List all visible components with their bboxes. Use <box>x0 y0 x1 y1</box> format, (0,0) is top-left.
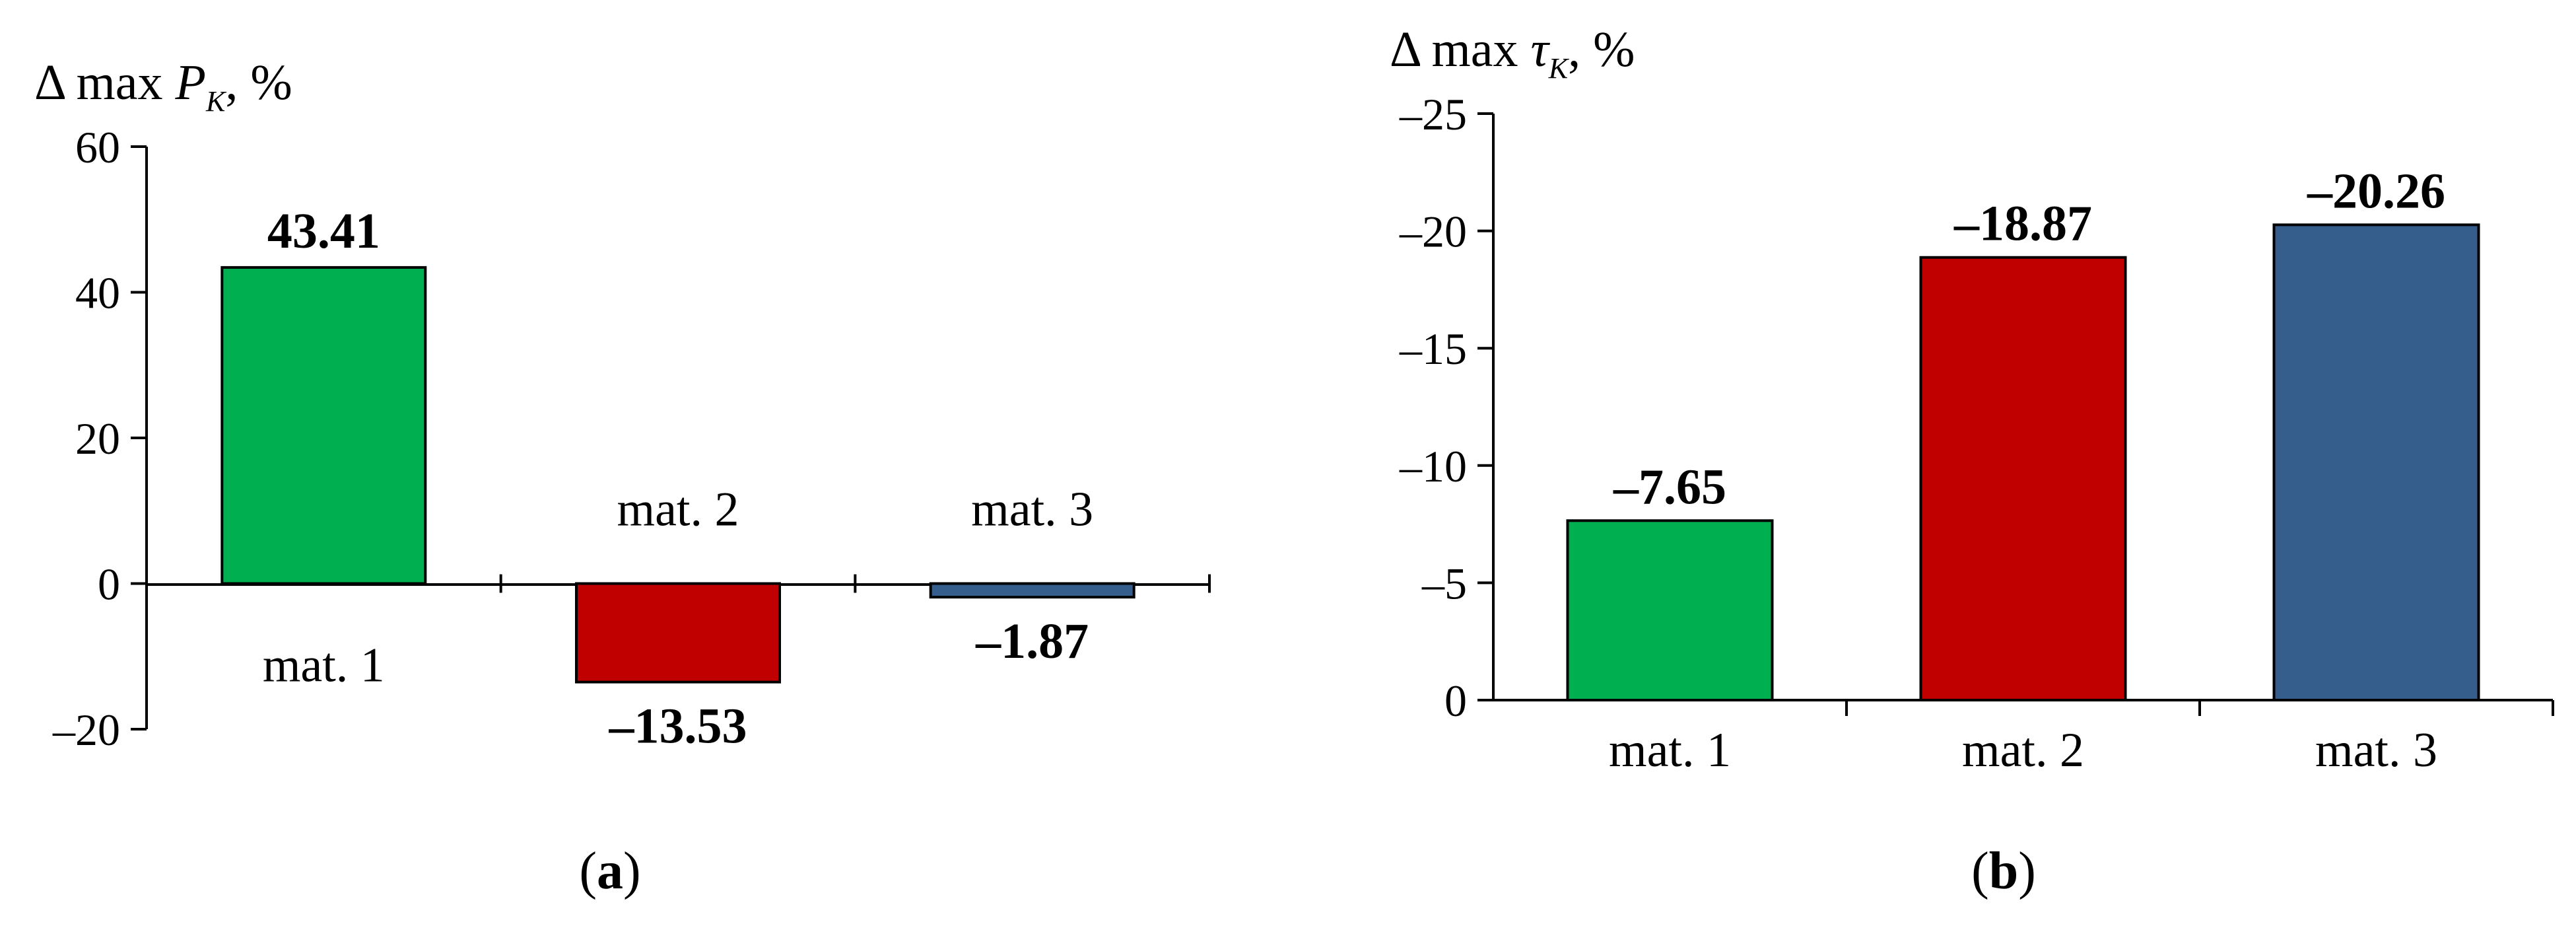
chart-a-y-tick-label: 40 <box>75 268 120 318</box>
chart-a-y-tick-label: 0 <box>98 559 120 610</box>
chart-b-y-tick-label: –5 <box>1421 558 1467 608</box>
chart-a-bar-mat2 <box>575 582 781 684</box>
chart-a-bar-mat1 <box>220 266 427 585</box>
chart-b-bar-mat3 <box>2272 223 2480 701</box>
chart-a-category-label-mat1: mat. 1 <box>263 639 385 693</box>
chart-a-y-tick-label: 60 <box>75 122 120 172</box>
chart-b-y-tick-label: –20 <box>1399 207 1467 257</box>
chart-a-y-ticks: 60 40 20 0 –20 <box>52 122 147 755</box>
chart-b-category-label-mat3: mat. 3 <box>2315 723 2437 777</box>
chart-a-value-label-mat3: –1.87 <box>975 614 1089 669</box>
chart-a-x-ticks <box>499 574 1211 593</box>
chart-a-y-tick-label: –20 <box>52 705 120 755</box>
chart-b-value-label-mat2: –18.87 <box>1953 196 2092 252</box>
chart-b-category-label-mat2: mat. 2 <box>1962 723 2084 777</box>
chart-a-y-tick-label: 20 <box>75 413 120 464</box>
chart-a-bar-mat3 <box>929 582 1135 599</box>
chart-a-value-label-mat1: 43.41 <box>267 203 380 259</box>
chart-b-value-label-mat1: –7.65 <box>1613 459 1726 515</box>
chart-b-bar-mat2 <box>1919 256 2127 701</box>
chart-a-category-label-mat3: mat. 3 <box>971 483 1093 537</box>
chart-b-bar-mat1 <box>1566 519 1774 701</box>
chart-b-category-label-mat1: mat. 1 <box>1609 723 1731 777</box>
chart-a-ylabel: Δ max PK, % <box>34 55 292 118</box>
chart-a-value-label-mat2: –13.53 <box>609 699 747 754</box>
chart-b-value-label-mat3: –20.26 <box>2307 163 2445 219</box>
panel-label-a: (a) <box>579 842 640 900</box>
chart-b: Δ max τK, % –25 –20 –15 –10 –5 0 –7.65 –18.87… <box>1390 22 2554 900</box>
chart-b-y-ticks: –25 –20 –15 –10 –5 0 <box>1399 89 1493 726</box>
chart-b-y-tick-label: 0 <box>1444 676 1467 726</box>
chart-a: Δ max PK, % 60 40 20 0 –20 43.41 –13.53 –1.8… <box>34 55 1211 900</box>
chart-b-y-tick-label: –15 <box>1399 324 1467 374</box>
panel-label-b: (b) <box>1971 842 2036 900</box>
chart-b-x-ticks <box>1845 700 2554 716</box>
chart-b-y-tick-label: –25 <box>1399 89 1467 139</box>
chart-a-category-label-mat2: mat. 2 <box>617 483 739 537</box>
chart-b-y-tick-label: –10 <box>1399 441 1467 491</box>
chart-b-ylabel: Δ max τK, % <box>1390 22 1635 85</box>
